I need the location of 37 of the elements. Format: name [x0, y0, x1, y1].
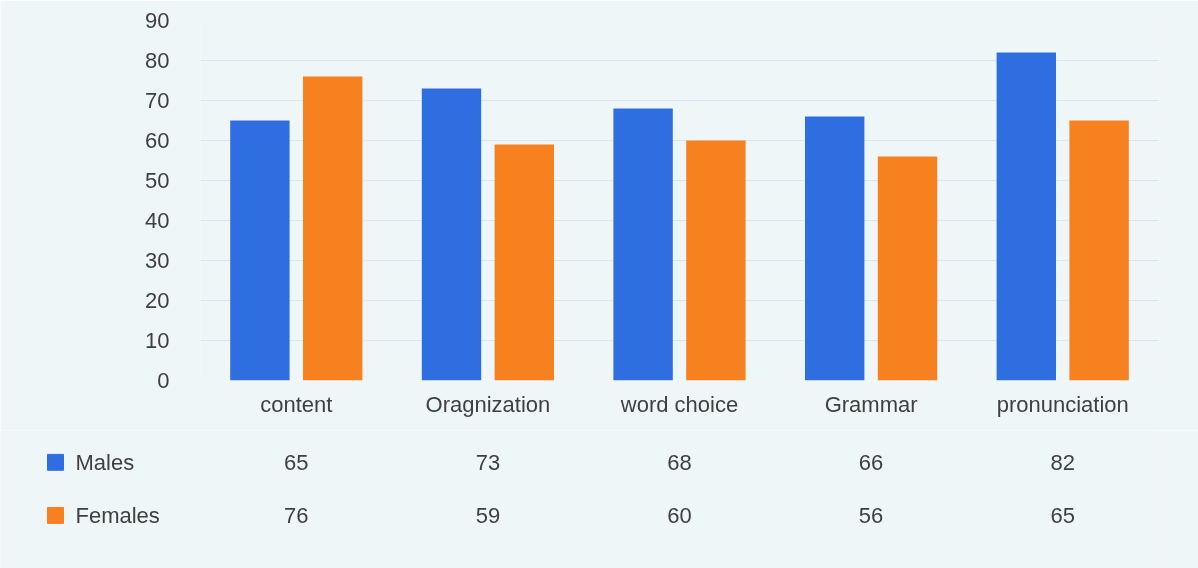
y-tick-label: 10	[145, 328, 170, 353]
bar	[230, 120, 290, 381]
data-label: 65	[284, 449, 309, 475]
data-label: 66	[858, 449, 884, 475]
bar	[494, 144, 554, 381]
data-label: 59	[475, 502, 501, 528]
x-tick-label: Oragnization	[425, 391, 551, 417]
data-label: 60	[667, 502, 692, 528]
x-tick-label: word choice	[619, 391, 739, 417]
bar	[613, 108, 673, 381]
bar	[686, 140, 746, 381]
data-label: 65	[1050, 502, 1075, 528]
bar	[805, 116, 865, 381]
data-label: 73	[475, 449, 501, 475]
y-tick-label: 80	[145, 48, 170, 73]
y-tick-label: 60	[145, 128, 170, 153]
y-tick-label: 0	[157, 368, 170, 393]
y-tick-label: 50	[145, 168, 170, 193]
legend-label: Males	[75, 449, 135, 475]
x-tick-label: Grammar	[824, 391, 918, 417]
bar	[877, 156, 938, 381]
x-tick-label: content	[260, 391, 333, 417]
bar	[421, 88, 482, 381]
y-tick-label: 30	[145, 248, 170, 273]
y-tick-label: 90	[145, 8, 170, 33]
data-label: 82	[1050, 449, 1075, 475]
y-tick-label: 20	[145, 288, 170, 313]
bar	[996, 52, 1056, 381]
legend-label: Females	[75, 502, 160, 528]
data-label: 56	[858, 502, 884, 528]
y-tick-label: 70	[145, 88, 170, 113]
bar	[303, 76, 363, 381]
x-tick-label: pronunciation	[996, 391, 1129, 417]
y-tick-label: 40	[145, 208, 170, 233]
data-label: 68	[667, 449, 692, 475]
data-label: 76	[284, 502, 309, 528]
bar	[1069, 120, 1129, 381]
